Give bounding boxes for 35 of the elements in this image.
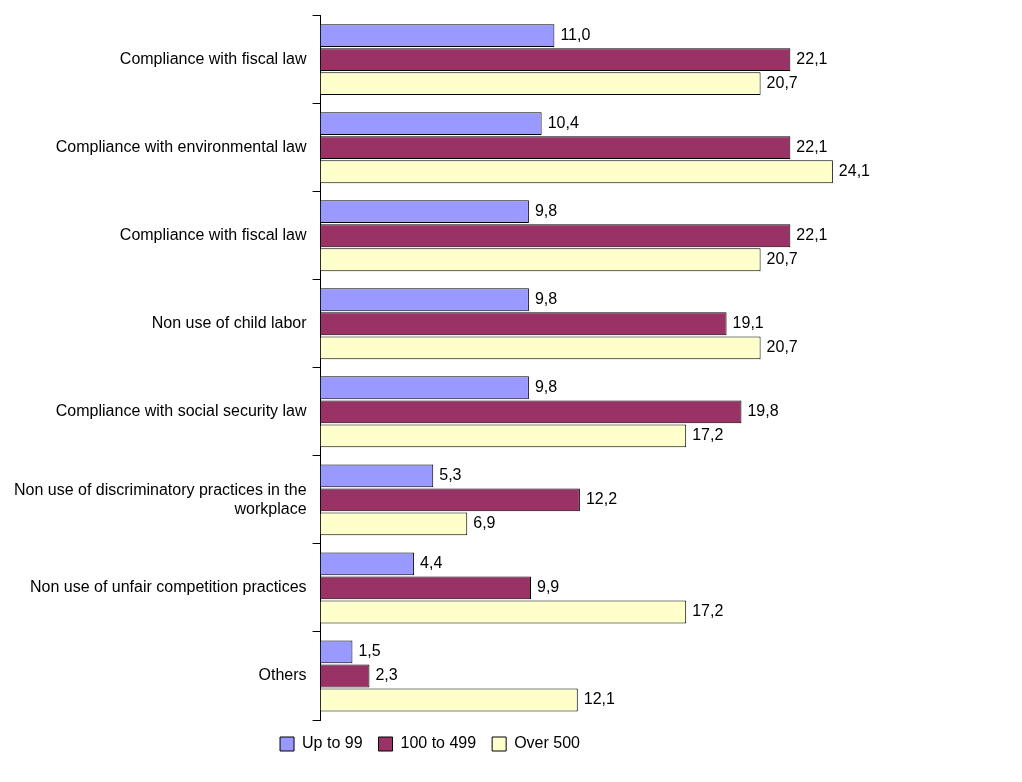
data-label: 12,1 (583, 690, 616, 708)
y-tick-label: Compliance with fiscal law (119, 50, 308, 68)
data-label: 19,8 (747, 402, 779, 420)
y-tick-label: Compliance with fiscal law (119, 226, 308, 244)
data-label: 9,9 (537, 578, 560, 596)
data-label: 2,3 (375, 666, 398, 684)
legend-label: Up to 99 (302, 734, 363, 752)
y-tick-label: Compliance with social security law (55, 402, 308, 420)
y-tick-label: Others (258, 666, 307, 684)
data-label: 22,1 (796, 50, 828, 68)
data-label: 17,2 (692, 426, 724, 444)
data-label: 4,4 (420, 554, 443, 572)
data-label: 9,8 (534, 378, 558, 396)
data-label: 9,8 (534, 290, 558, 308)
data-label: 20,7 (766, 74, 798, 92)
data-label: 5,3 (439, 466, 462, 484)
y-tick-label: Compliance with environmental law (55, 138, 308, 156)
y-tick-label: Non use of child labor (151, 314, 308, 332)
data-label: 17,2 (692, 602, 724, 620)
data-label: 22,1 (796, 138, 828, 156)
legend-label: Over 500 (514, 734, 581, 752)
y-tick-label: Non use of discriminatory practices in the workplace (13, 480, 307, 517)
data-label: 9,8 (534, 202, 558, 220)
data-label: 11,0 (560, 25, 591, 43)
data-label: 19,1 (732, 314, 764, 332)
data-label: 10,4 (547, 114, 579, 132)
data-label: 22,1 (796, 226, 828, 244)
data-label: 1,5 (358, 642, 381, 660)
y-tick-label: Non use of unfair competition practices (29, 578, 307, 596)
legend-label: 100 to 499 (400, 734, 477, 752)
data-label: 6,9 (473, 514, 496, 532)
data-label: 24,1 (838, 162, 871, 180)
data-label: 20,7 (766, 338, 798, 356)
data-label: 12,2 (585, 490, 618, 508)
data-label: 20,7 (766, 250, 798, 268)
